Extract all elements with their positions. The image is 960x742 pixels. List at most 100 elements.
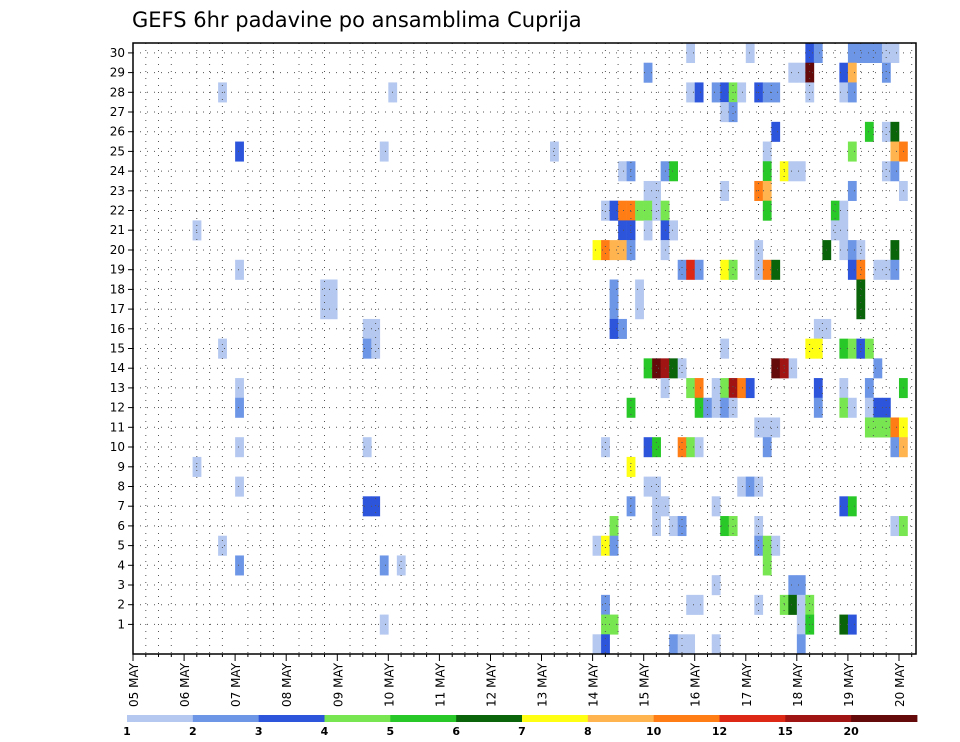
color-swatch bbox=[719, 715, 786, 722]
data-cell bbox=[754, 535, 764, 556]
data-cell bbox=[643, 62, 653, 83]
data-cell bbox=[694, 594, 704, 615]
data-cell bbox=[830, 200, 840, 221]
data-cell bbox=[813, 378, 823, 399]
data-cell bbox=[813, 397, 823, 418]
data-cell bbox=[890, 43, 900, 64]
y-tick-label: 26 bbox=[110, 125, 125, 139]
color-level-label: 4 bbox=[321, 725, 329, 738]
data-cell bbox=[788, 62, 798, 83]
data-cell bbox=[839, 62, 849, 83]
data-cell bbox=[762, 180, 772, 201]
data-cell bbox=[873, 417, 883, 438]
y-tick-label: 15 bbox=[110, 342, 125, 356]
data-cell bbox=[873, 259, 883, 280]
x-tick-label: 12 MAY bbox=[485, 662, 499, 707]
data-cell bbox=[711, 575, 721, 596]
data-cell bbox=[720, 378, 730, 399]
data-cell bbox=[720, 82, 730, 103]
data-cells bbox=[192, 43, 908, 655]
data-cell bbox=[890, 417, 900, 438]
data-cell bbox=[711, 82, 721, 103]
data-cell bbox=[864, 378, 874, 399]
data-cell bbox=[737, 476, 747, 497]
color-level-label: 6 bbox=[452, 725, 460, 738]
y-tick-label: 17 bbox=[110, 302, 125, 316]
data-cell bbox=[686, 259, 696, 280]
data-cell bbox=[677, 437, 687, 458]
color-legend: 1 2 3 4 5 6 7 8 10 12 15 20 bbox=[123, 715, 918, 738]
data-cell bbox=[864, 417, 874, 438]
data-cell bbox=[635, 299, 644, 320]
color-swatch bbox=[653, 715, 720, 722]
data-cell bbox=[694, 397, 704, 418]
color-level-label: 10 bbox=[646, 725, 662, 738]
y-tick-label: 24 bbox=[110, 164, 125, 178]
data-cell bbox=[881, 121, 891, 142]
data-cell bbox=[643, 437, 653, 458]
y-tick-label: 25 bbox=[110, 144, 125, 158]
x-tick-label: 05 MAY bbox=[127, 662, 141, 707]
data-cell bbox=[686, 634, 696, 655]
data-cell bbox=[805, 62, 815, 83]
data-cell bbox=[652, 437, 661, 458]
color-level-label: 12 bbox=[712, 725, 727, 738]
data-cell bbox=[626, 200, 636, 221]
data-cell bbox=[669, 161, 678, 182]
data-cell bbox=[771, 82, 781, 103]
color-swatch bbox=[456, 715, 523, 722]
data-cell bbox=[796, 161, 806, 182]
data-cell bbox=[592, 240, 602, 261]
data-cell bbox=[711, 496, 721, 517]
grid-lines bbox=[133, 43, 916, 654]
x-tick-label: 19 MAY bbox=[842, 662, 856, 707]
y-tick-label: 14 bbox=[110, 361, 125, 375]
data-cell bbox=[626, 240, 636, 261]
x-tick-label: 15 MAY bbox=[638, 662, 652, 707]
data-cell bbox=[856, 43, 866, 64]
data-cell bbox=[728, 259, 738, 280]
data-cell bbox=[235, 378, 244, 399]
data-cell bbox=[813, 318, 823, 339]
data-cell bbox=[881, 43, 891, 64]
x-axis: 05 MAY 06 MAY 07 MAY 08 MAY 09 MAY 10 MAY 11 M… bbox=[127, 654, 913, 707]
data-cell bbox=[890, 437, 900, 458]
data-cell bbox=[371, 496, 381, 517]
data-cell bbox=[601, 594, 610, 615]
color-swatch bbox=[785, 715, 852, 722]
color-swatch bbox=[522, 715, 589, 722]
color-swatch bbox=[587, 715, 655, 722]
data-cell bbox=[873, 43, 883, 64]
data-cell bbox=[643, 220, 653, 241]
data-cell bbox=[745, 378, 755, 399]
data-cell bbox=[771, 535, 781, 556]
y-tick-label: 28 bbox=[110, 85, 125, 99]
data-cell bbox=[720, 516, 730, 537]
data-cell bbox=[788, 575, 798, 596]
data-cell bbox=[652, 200, 661, 221]
y-tick-label: 30 bbox=[110, 46, 125, 60]
x-tick-label: 17 MAY bbox=[740, 662, 754, 707]
data-cell bbox=[669, 516, 678, 537]
data-cell bbox=[601, 634, 610, 655]
data-cell bbox=[839, 240, 849, 261]
data-cell bbox=[609, 299, 619, 320]
data-cell bbox=[669, 358, 678, 379]
data-cell bbox=[711, 378, 721, 399]
y-tick-label: 22 bbox=[110, 204, 125, 218]
data-cell bbox=[677, 634, 687, 655]
data-cell bbox=[847, 614, 857, 635]
data-cell bbox=[592, 535, 602, 556]
color-level-label: 5 bbox=[386, 725, 394, 738]
data-cell bbox=[754, 259, 764, 280]
color-level-label: 2 bbox=[189, 725, 197, 738]
data-cell bbox=[720, 338, 730, 359]
x-tick-label: 06 MAY bbox=[178, 662, 192, 707]
data-cell bbox=[677, 358, 687, 379]
y-tick-label: 12 bbox=[110, 401, 125, 415]
color-swatch bbox=[851, 715, 918, 722]
data-cell bbox=[379, 141, 389, 162]
data-cell bbox=[813, 43, 823, 64]
data-cell bbox=[890, 121, 900, 142]
data-cell bbox=[728, 102, 738, 123]
